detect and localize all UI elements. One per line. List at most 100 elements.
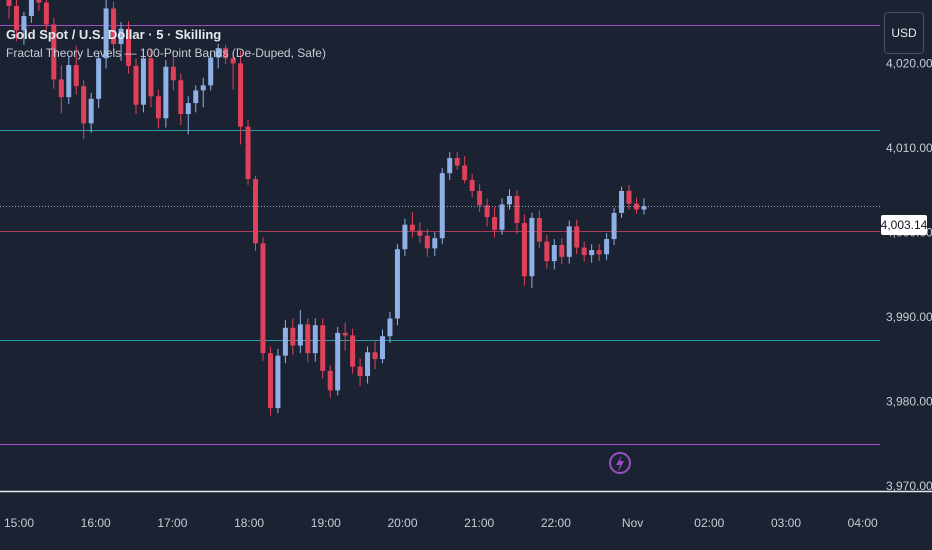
price-tick-label: 3,990.00 — [886, 310, 932, 324]
event-marker[interactable] — [609, 452, 631, 474]
candle-body — [275, 355, 281, 409]
candle-body — [574, 226, 580, 248]
candle-body — [447, 157, 453, 174]
candle-body — [312, 325, 318, 354]
candle-body — [566, 226, 572, 257]
candle-body — [73, 65, 79, 87]
currency-button[interactable]: USD — [884, 12, 924, 54]
time-tick-label: 20:00 — [387, 516, 417, 530]
time-tick-label: 22:00 — [541, 516, 571, 530]
candle-body — [454, 157, 460, 166]
time-tick-label: 19:00 — [311, 516, 341, 530]
candle-body — [245, 126, 251, 180]
candle-body — [96, 58, 102, 99]
candle-body — [521, 223, 527, 277]
time-tick-label: 21:00 — [464, 516, 494, 530]
time-tick-label: 16:00 — [81, 516, 111, 530]
candle-body — [544, 241, 550, 262]
candle-body — [320, 325, 326, 371]
candle-body — [163, 66, 169, 119]
candle-body — [402, 224, 408, 250]
candle-body — [514, 196, 520, 224]
price-tick-label: 4,010.00 — [886, 141, 932, 155]
candle-body — [126, 28, 132, 66]
candle-body — [432, 238, 438, 249]
candle-body — [223, 48, 229, 59]
candle-body — [103, 8, 109, 59]
candle-body — [529, 217, 535, 277]
candles — [6, 0, 647, 416]
time-tick-label: 15:00 — [4, 516, 34, 530]
candle-body — [178, 80, 184, 115]
time-tick-label: 04:00 — [848, 516, 878, 530]
candle-body — [133, 65, 139, 105]
candle-body — [28, 0, 34, 17]
time-tick-label: 18:00 — [234, 516, 264, 530]
candle-body — [81, 86, 87, 124]
time-tick-label: Nov — [622, 516, 643, 530]
candle-body — [327, 370, 333, 391]
candle-body — [611, 212, 617, 240]
candle-body — [499, 204, 505, 230]
candle-body — [380, 336, 385, 360]
candle-body — [36, 0, 42, 3]
candle-body — [626, 190, 632, 204]
candle-body — [170, 66, 176, 81]
candle-body — [484, 205, 490, 218]
candle-body — [462, 165, 468, 180]
candle-body — [394, 249, 400, 319]
candle-body — [551, 245, 557, 262]
candle-body — [506, 196, 512, 205]
candle-body — [357, 366, 363, 376]
candle-body — [230, 58, 236, 64]
candle-body — [604, 239, 610, 255]
candle-body — [185, 103, 191, 115]
candle-body — [282, 327, 288, 356]
candle-body — [13, 5, 19, 31]
candle-body — [350, 335, 356, 367]
price-axis[interactable]: 4,020.004,010.004,000.003,990.003,980.00… — [886, 56, 932, 492]
candle-body — [148, 58, 154, 97]
candle-body — [297, 324, 303, 346]
candle-body — [208, 57, 214, 86]
candle-body — [342, 332, 348, 336]
candle-body — [305, 324, 311, 354]
candle-body — [409, 224, 415, 231]
current-price-label: 4,003.14 — [881, 215, 927, 235]
candle-body — [111, 8, 117, 44]
candle-body — [140, 58, 146, 105]
candle-body — [641, 206, 647, 210]
candle-body — [477, 190, 483, 206]
candle-body — [58, 79, 64, 98]
candle-body — [417, 230, 423, 236]
candle-body — [260, 243, 266, 354]
candle-body — [43, 2, 49, 25]
candle-body — [118, 28, 124, 44]
candle-body — [536, 217, 542, 242]
time-axis[interactable]: 15:00 16:00 17:00 18:00 19:00 20:00 21:00 22:00… — [4, 516, 878, 530]
candle-body — [619, 190, 625, 213]
candle-body — [21, 16, 27, 31]
candle-body — [193, 90, 199, 104]
candle-body — [88, 98, 94, 124]
candle-body — [492, 217, 498, 230]
candle-body — [589, 250, 595, 256]
candle-body — [6, 0, 12, 6]
candle-body — [469, 179, 475, 191]
chart-title: Gold Spot / U.S. Dollar · 5 · Skilling — [6, 27, 222, 42]
lightning-bolt-icon — [616, 455, 624, 472]
candle-body — [581, 247, 587, 256]
time-tick-label: 02:00 — [694, 516, 724, 530]
candle-body — [365, 352, 371, 376]
candle-body — [200, 85, 206, 91]
candle-body — [238, 63, 244, 127]
candle-body — [66, 65, 72, 98]
candle-body — [387, 318, 393, 337]
candle-body — [253, 179, 259, 244]
candle-body — [51, 24, 57, 80]
indicator-label: Fractal Theory Levels — 100-Point Bands … — [6, 46, 326, 60]
candle-body — [290, 327, 296, 346]
candle-body — [155, 96, 161, 119]
candle-body — [596, 250, 602, 255]
